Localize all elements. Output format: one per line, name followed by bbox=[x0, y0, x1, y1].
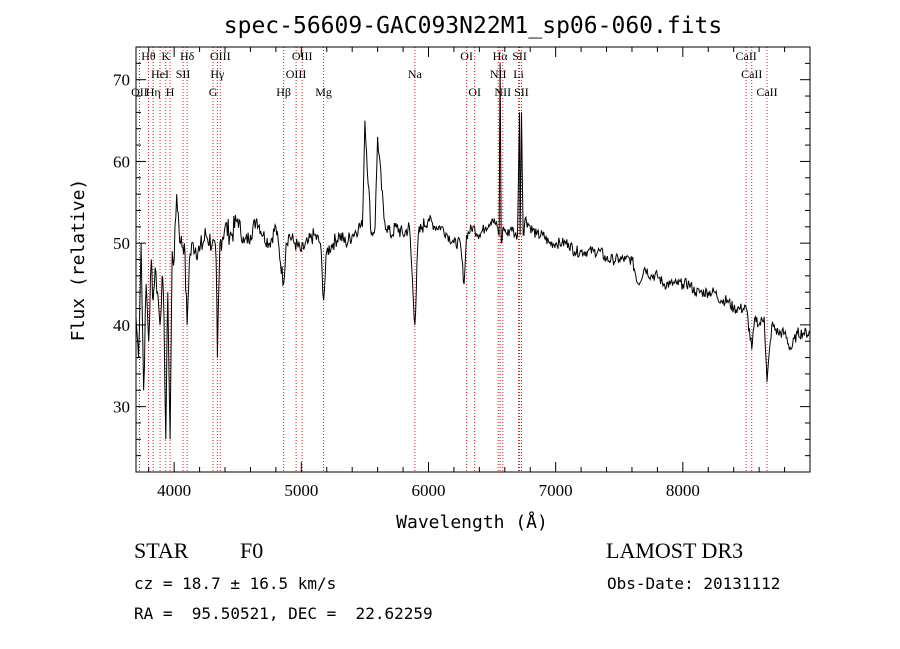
spectral-line-label: OIII bbox=[286, 67, 307, 81]
coordinates-text: RA = 95.50521, DEC = 22.62259 bbox=[134, 604, 433, 623]
flux-series-line bbox=[135, 63, 811, 440]
obs-date-text: Obs-Date: 20131112 bbox=[607, 574, 781, 593]
y-tick-label: 30 bbox=[113, 398, 130, 417]
spectral-line-label: OIII bbox=[292, 49, 313, 63]
spectral-line-label: OIII bbox=[210, 49, 231, 63]
spectral-line-label: Hβ bbox=[276, 85, 291, 99]
spectral-line-label: OII bbox=[131, 85, 148, 99]
spectral-line-label: SII bbox=[514, 85, 529, 99]
spectral-line-label: Li bbox=[513, 67, 524, 81]
x-tick-label: 6000 bbox=[411, 481, 445, 500]
spectral-line-label: K bbox=[161, 49, 170, 63]
y-tick-label: 70 bbox=[113, 71, 130, 90]
spectral-line-label: NII bbox=[490, 67, 507, 81]
spectral-line-label: Hδ bbox=[180, 49, 195, 63]
spectral-line-label: SII bbox=[512, 49, 527, 63]
spectral-line-label: CaII bbox=[741, 67, 762, 81]
spectral-line-label: CaII bbox=[735, 49, 756, 63]
spectral-line-label: OI bbox=[460, 49, 473, 63]
x-tick-label: 8000 bbox=[666, 481, 700, 500]
x-tick-label: 5000 bbox=[284, 481, 318, 500]
plot-frame bbox=[135, 46, 811, 473]
redshift-text: cz = 18.7 ± 16.5 km/s bbox=[134, 574, 337, 593]
spectral-line-label: H bbox=[166, 85, 175, 99]
spectral-line-label: NII bbox=[494, 85, 511, 99]
x-axis-label: Wavelength (Å) bbox=[396, 511, 548, 533]
spectral-line-label: Hθ bbox=[141, 49, 156, 63]
x-tick-label: 4000 bbox=[157, 481, 191, 500]
ticks-layer: 4000 5000 6000 7000 8000 30 40 50 60 70 bbox=[113, 47, 810, 500]
spectral-line-label: HeI bbox=[151, 67, 169, 81]
spectral-line-label: G bbox=[209, 85, 218, 99]
spectral-line-label: CaII bbox=[756, 85, 777, 99]
spectral-line-label: Hη bbox=[146, 85, 161, 99]
spectral-line-label: Hα bbox=[493, 49, 509, 63]
spectral-line-label: SII bbox=[176, 67, 191, 81]
spectral-line-label: Mg bbox=[315, 85, 332, 99]
x-tick-label: 7000 bbox=[539, 481, 573, 500]
spectral-line-label: Hγ bbox=[210, 67, 225, 81]
series-layer bbox=[135, 63, 811, 440]
spectral-lines-layer: OIIHθHηHeIKSIIHHδGOIIIHγHβOIIIOIIIMgNaOI… bbox=[131, 47, 778, 472]
y-tick-label: 40 bbox=[113, 316, 130, 335]
y-axis-label: Flux (relative) bbox=[68, 179, 89, 342]
survey-name: LAMOST DR3 bbox=[606, 538, 744, 563]
spectral-line-label: Na bbox=[408, 67, 423, 81]
y-tick-label: 50 bbox=[113, 234, 130, 253]
object-subclass: F0 bbox=[240, 538, 264, 563]
object-class: STAR bbox=[134, 538, 189, 563]
y-tick-label: 60 bbox=[113, 152, 130, 171]
spectral-line-label: OI bbox=[468, 85, 481, 99]
chart-title: spec-56609-GAC093N22M1_sp06-060.fits bbox=[224, 13, 723, 39]
